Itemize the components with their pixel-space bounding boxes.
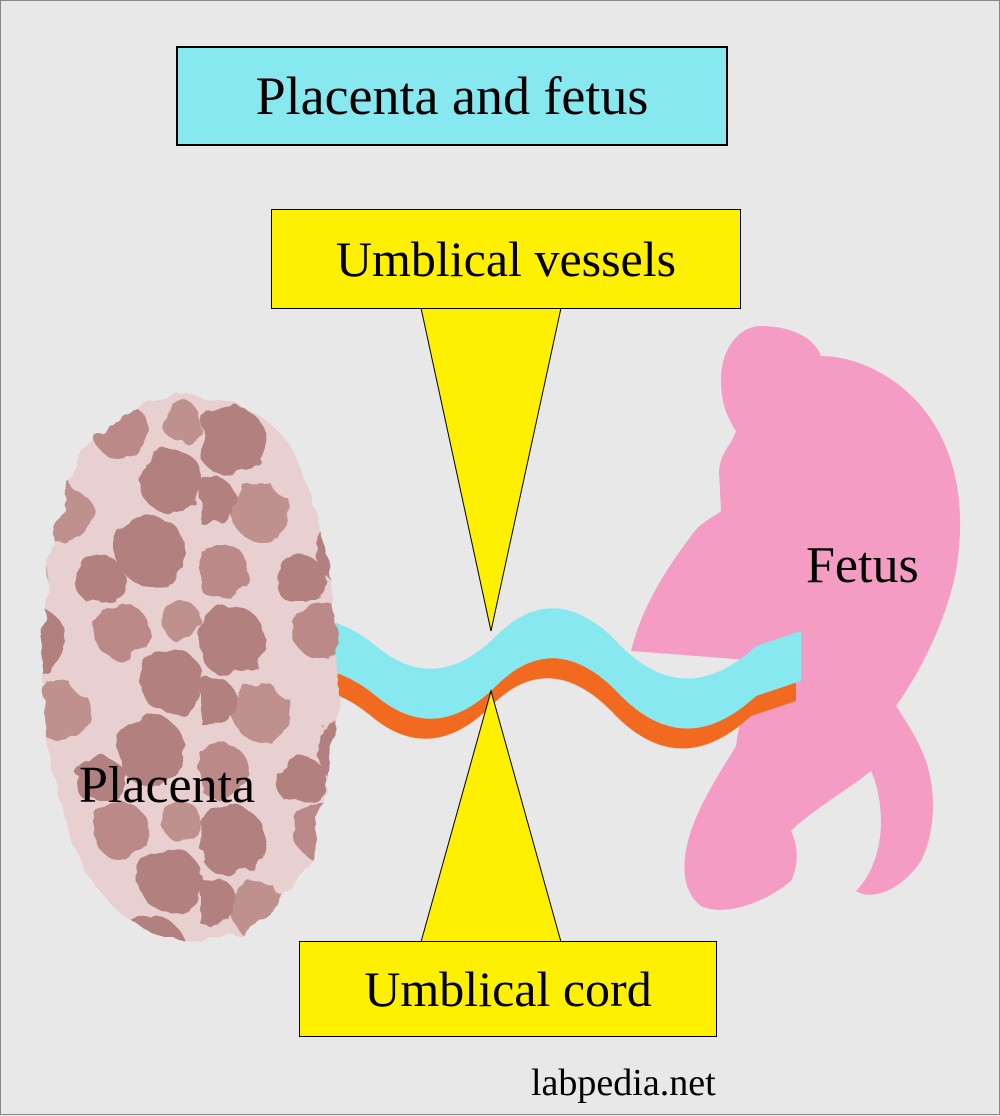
callout-umbilical-vessels: Umblical vessels [271,209,741,309]
placenta-label: Placenta [79,756,255,815]
fetus-shape [631,326,960,910]
callout-top-text: Umblical vessels [336,230,676,288]
placenta-label-text: Placenta [79,757,255,814]
callout-bottom-text: Umblical cord [364,960,651,1018]
title-box: Placenta and fetus [176,46,728,146]
callout-top-pointer [421,308,561,631]
placenta-shape [43,396,337,941]
watermark-text: labpedia.net [531,1062,716,1104]
title-text: Placenta and fetus [256,65,649,127]
callout-umbilical-cord: Umblical cord [299,941,717,1037]
fetus-label: Fetus [806,536,919,595]
fetus-label-text: Fetus [806,537,919,594]
watermark: labpedia.net [531,1061,716,1105]
